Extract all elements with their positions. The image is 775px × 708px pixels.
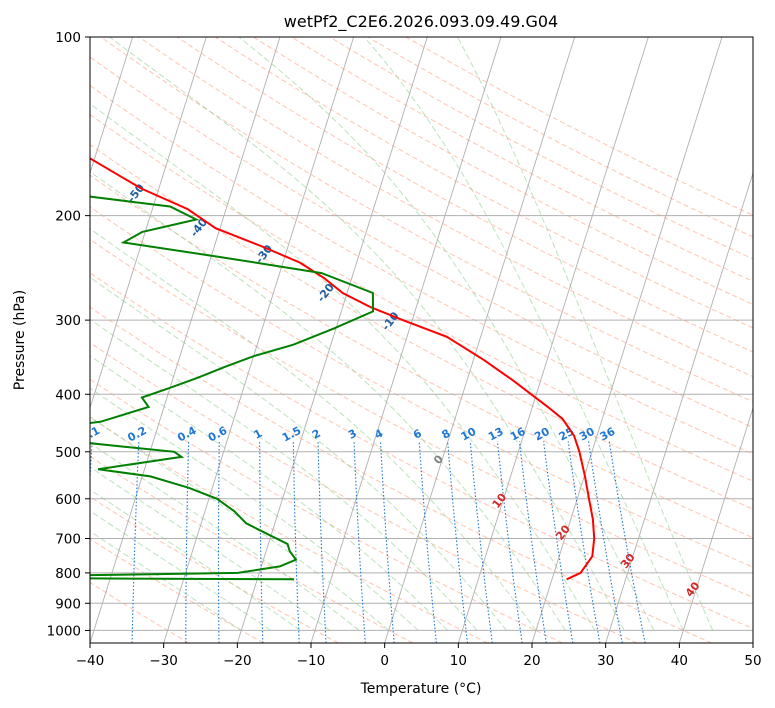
y-tick-label: 100 [55, 30, 81, 46]
moist-adiabat-line [363, 37, 684, 631]
mixing-ratio-line [131, 441, 140, 643]
y-tick-label: 900 [55, 596, 81, 612]
y-tick-label: 700 [55, 532, 81, 548]
moist-adiabat-line [90, 442, 360, 631]
x-axis-title: Temperature (°C) [360, 681, 482, 697]
x-axis-ticks: −40 −30 −20 −10 0 10 20 30 40 50 [76, 643, 762, 669]
moist-adiabat-line [90, 171, 566, 631]
mixing-ratio-line [588, 441, 623, 643]
moist-adiabat-line [90, 387, 419, 631]
isotherm-line [90, 37, 281, 643]
dry-adiabat-line [90, 538, 264, 643]
isotherm-line [605, 171, 753, 643]
dry-adiabat-line [90, 56, 753, 429]
mixing-ratio-line [447, 441, 469, 643]
mixing-ratio-label: 13 [486, 425, 506, 444]
x-tick-label: 20 [523, 653, 540, 669]
mixing-ratio-line [418, 441, 437, 643]
mixing-ratio-line [292, 441, 300, 643]
y-tick-label: 300 [55, 313, 81, 329]
y-tick-label: 500 [55, 445, 81, 461]
x-tick-label: 0 [380, 653, 389, 669]
y-tick-label: 400 [55, 387, 81, 403]
mixing-ratio-line [259, 441, 264, 643]
moist-adiabat-line [90, 318, 478, 631]
isotherm-line [90, 37, 134, 175]
moist-adiabat-line [90, 355, 448, 631]
mixing-ratio-line [608, 441, 646, 643]
isotherm-line [90, 37, 207, 410]
mixing-ratio-line [353, 441, 366, 643]
dry-adiabat-line [90, 581, 190, 643]
chart-title: wetPf2_C2E6.2026.093.09.49.G04 [284, 12, 558, 32]
y-axis-title: Pressure (hPa) [12, 290, 28, 390]
isotherm-line [457, 37, 649, 643]
plot-frame [89, 36, 754, 644]
dry-adiabat-line [90, 378, 563, 643]
x-tick-label: −20 [223, 653, 252, 669]
mixing-ratio-line [217, 441, 220, 643]
mixing-ratio-line [379, 441, 395, 643]
dry-adiabat-line [100, 37, 753, 403]
x-tick-label: 50 [744, 653, 761, 669]
moist-adiabat-line [238, 37, 655, 631]
isotherms [90, 37, 753, 643]
isotherm-line [531, 37, 723, 643]
y-tick-label: 600 [55, 492, 81, 508]
mixing-ratio-line [496, 441, 523, 643]
dewpoint-line [90, 195, 375, 581]
moist-adiabat-line [90, 416, 389, 631]
temperature-line [90, 157, 596, 581]
mixing-ratio-label: 36 [598, 425, 618, 444]
mixing-ratio-line [543, 441, 574, 643]
x-tick-label: −40 [76, 653, 105, 669]
dry-adiabat-line [90, 238, 753, 599]
moist-adiabat-line [90, 466, 331, 631]
mixing-ratio-label: 30 [577, 425, 597, 444]
x-tick-label: 40 [671, 653, 688, 669]
dry-adiabat-line [90, 144, 753, 510]
mixing-ratio-line [317, 441, 327, 643]
sounding-series [90, 157, 596, 581]
isotherm-line [384, 37, 576, 643]
dry-adiabat-line [253, 37, 753, 305]
x-tick-label: −10 [297, 653, 326, 669]
mixing-ratio-line [469, 441, 493, 643]
dry-adiabat-line [90, 342, 638, 643]
y-tick-label: 200 [55, 209, 81, 225]
dry-adiabat-line [90, 84, 753, 455]
mixing-ratio-line [518, 441, 547, 643]
isotherm-line [163, 37, 355, 643]
y-tick-label: 800 [55, 566, 81, 582]
mixing-ratio-label: 16 [508, 425, 528, 444]
x-tick-label: −30 [149, 653, 178, 669]
isotherm-line [678, 406, 753, 643]
isotherm-line [310, 37, 502, 643]
moist-adiabat-line [90, 488, 301, 631]
moist-adiabat-line [109, 37, 625, 631]
mixing-ratio-label: 25 [557, 425, 577, 444]
moist-adiabat-line [90, 103, 596, 631]
moist-adiabats [90, 37, 714, 631]
x-tick-label: 30 [597, 653, 614, 669]
isotherm-line [236, 37, 428, 643]
mixing-ratio-label: 10 [459, 425, 479, 444]
moist-adiabat-line [90, 228, 537, 631]
dry-adiabat-line [90, 272, 753, 630]
moist-adiabat-line [90, 276, 507, 631]
dry-adiabat-line [90, 174, 753, 539]
dry-adiabat-line [90, 306, 712, 643]
y-axis-ticks: 100 200 300 400 500 600 700 800 900 1000 [47, 30, 90, 639]
moist-adiabat-line [457, 37, 714, 631]
mixing-ratio-line [567, 441, 601, 643]
mixing-ratio-label: 20 [532, 425, 552, 444]
y-tick-label: 1000 [47, 623, 81, 639]
x-tick-label: 10 [450, 653, 467, 669]
